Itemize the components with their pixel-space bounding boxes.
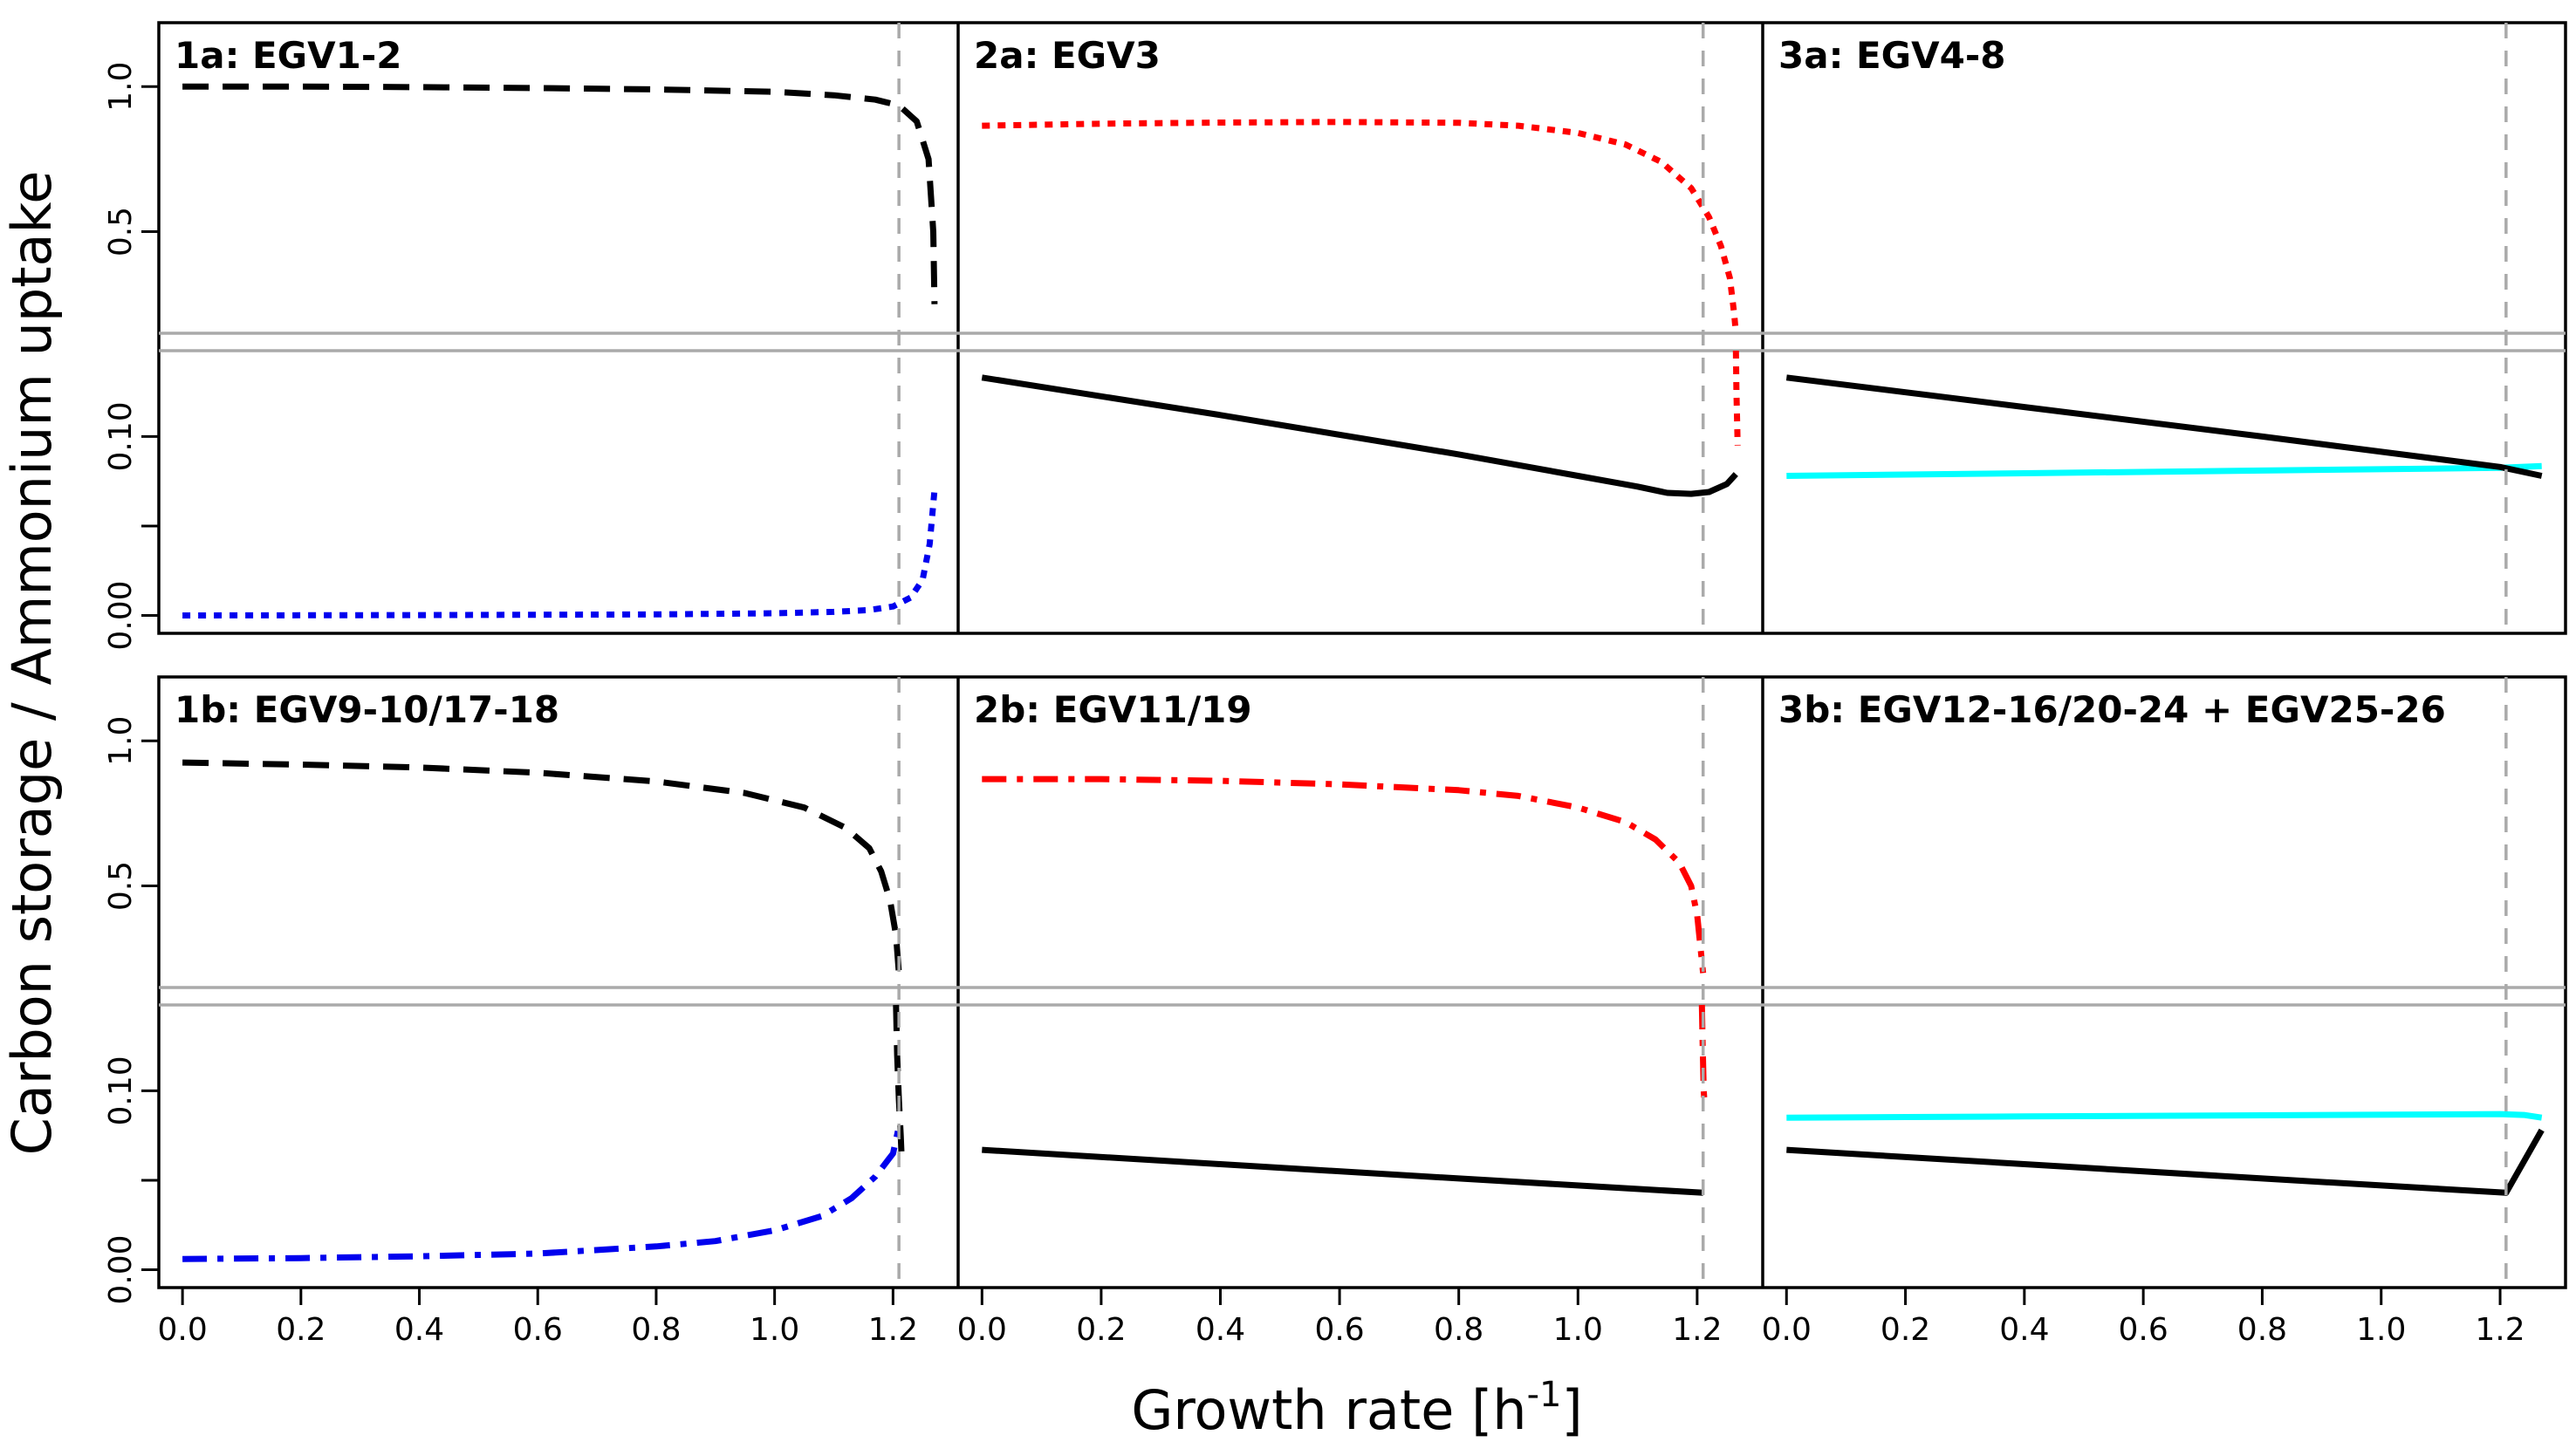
x-tick-label: 0.6 xyxy=(1314,1312,1364,1348)
x-tick-label: 0.2 xyxy=(1881,1312,1930,1348)
y-axis-label: Carbon storage / Ammonium uptake xyxy=(0,171,64,1156)
panel-title-2a: 2a: EGV3 xyxy=(974,34,1161,77)
x-tick-label: 1.0 xyxy=(750,1312,799,1348)
x-tick-label: 0.6 xyxy=(513,1312,563,1348)
x-tick-label: 0.4 xyxy=(1196,1312,1245,1348)
curves xyxy=(182,83,2545,1262)
y-tick-label: 0.5 xyxy=(103,861,139,911)
x-tick-label: 0.8 xyxy=(2237,1312,2287,1348)
y-tick-label: 0.10 xyxy=(103,1056,139,1125)
x-tick-label: 0.6 xyxy=(2119,1312,2168,1348)
y-tick-label: 0.5 xyxy=(103,207,139,256)
x-tick-label: 0.2 xyxy=(1076,1312,1126,1348)
axis-ticks: 0.5 1.0 0.00 0.10 0.5 1.0 0.00 0.10 0.0 0.2 0.4 0.6… xyxy=(103,62,2525,1348)
x-tick-label: 0.2 xyxy=(276,1312,325,1348)
x-axis-label-sup: -1 xyxy=(1527,1375,1562,1415)
curve-1b-lower-0 xyxy=(182,1125,902,1262)
x-tick-label: 0.8 xyxy=(1434,1312,1483,1348)
x-axis-label: Growth rate [h-1] xyxy=(1131,1375,1582,1442)
x-axis-label-close: ] xyxy=(1561,1378,1582,1442)
curve-2a-lower-1 xyxy=(1732,350,1741,446)
x-tick-label: 0.0 xyxy=(158,1312,208,1348)
x-axis-label-main: Growth rate [h xyxy=(1131,1378,1526,1442)
x-tick-label: 0.8 xyxy=(631,1312,681,1348)
curve-1b-upper-0 xyxy=(182,759,902,974)
panel-title-3a: 3a: EGV4-8 xyxy=(1778,34,2006,77)
curve-1a-lower-0 xyxy=(182,489,938,618)
panel-frames xyxy=(157,21,2567,1289)
curve-2a-upper-0 xyxy=(982,119,1739,334)
curve-2b-lower-0 xyxy=(982,1146,1703,1196)
x-tick-label: 1.0 xyxy=(2356,1312,2406,1348)
y-tick-label: 1.0 xyxy=(103,62,139,112)
curve-3b-lower-0 xyxy=(1786,1111,2543,1121)
panel-row-frame-0 xyxy=(157,21,2567,635)
curve-2b-upper-0 xyxy=(982,776,1707,974)
panel-titles: 1a: EGV1-2 2a: EGV3 3a: EGV4-8 1b: EGV9-10/… xyxy=(175,34,2446,731)
x-tick-label: 0.4 xyxy=(394,1312,444,1348)
x-tick-label: 0.0 xyxy=(957,1312,1007,1348)
curve-1a-upper-0 xyxy=(182,83,938,304)
curve-3a-lower-1 xyxy=(1785,374,2543,479)
x-tick-label: 1.2 xyxy=(1672,1312,1722,1348)
curve-3b-lower-1 xyxy=(1786,1128,2545,1196)
y-tick-label: 0.00 xyxy=(103,580,139,650)
curve-3a-lower-0 xyxy=(1786,462,2542,479)
x-tick-label: 1.2 xyxy=(2475,1312,2525,1348)
curve-2a-lower-0 xyxy=(981,374,1738,497)
panel-title-1a: 1a: EGV1-2 xyxy=(175,34,402,77)
vertical-reference-lines xyxy=(897,23,2508,1288)
x-tick-label: 0.4 xyxy=(1999,1312,2049,1348)
y-tick-label: 1.0 xyxy=(103,716,139,766)
x-tick-label: 1.0 xyxy=(1553,1312,1603,1348)
y-tick-label: 0.10 xyxy=(103,401,139,471)
x-tick-label: 1.2 xyxy=(868,1312,918,1348)
panel-title-1b: 1b: EGV9-10/17-18 xyxy=(175,688,559,731)
x-tick-label: 0.0 xyxy=(1762,1312,1812,1348)
y-tick-label: 0.00 xyxy=(103,1234,139,1304)
panel-row-frame-1 xyxy=(157,675,2567,1289)
panel-title-3b: 3b: EGV12-16/20-24 + EGV25-26 xyxy=(1778,688,2446,731)
panel-title-2b: 2b: EGV11/19 xyxy=(974,688,1252,731)
